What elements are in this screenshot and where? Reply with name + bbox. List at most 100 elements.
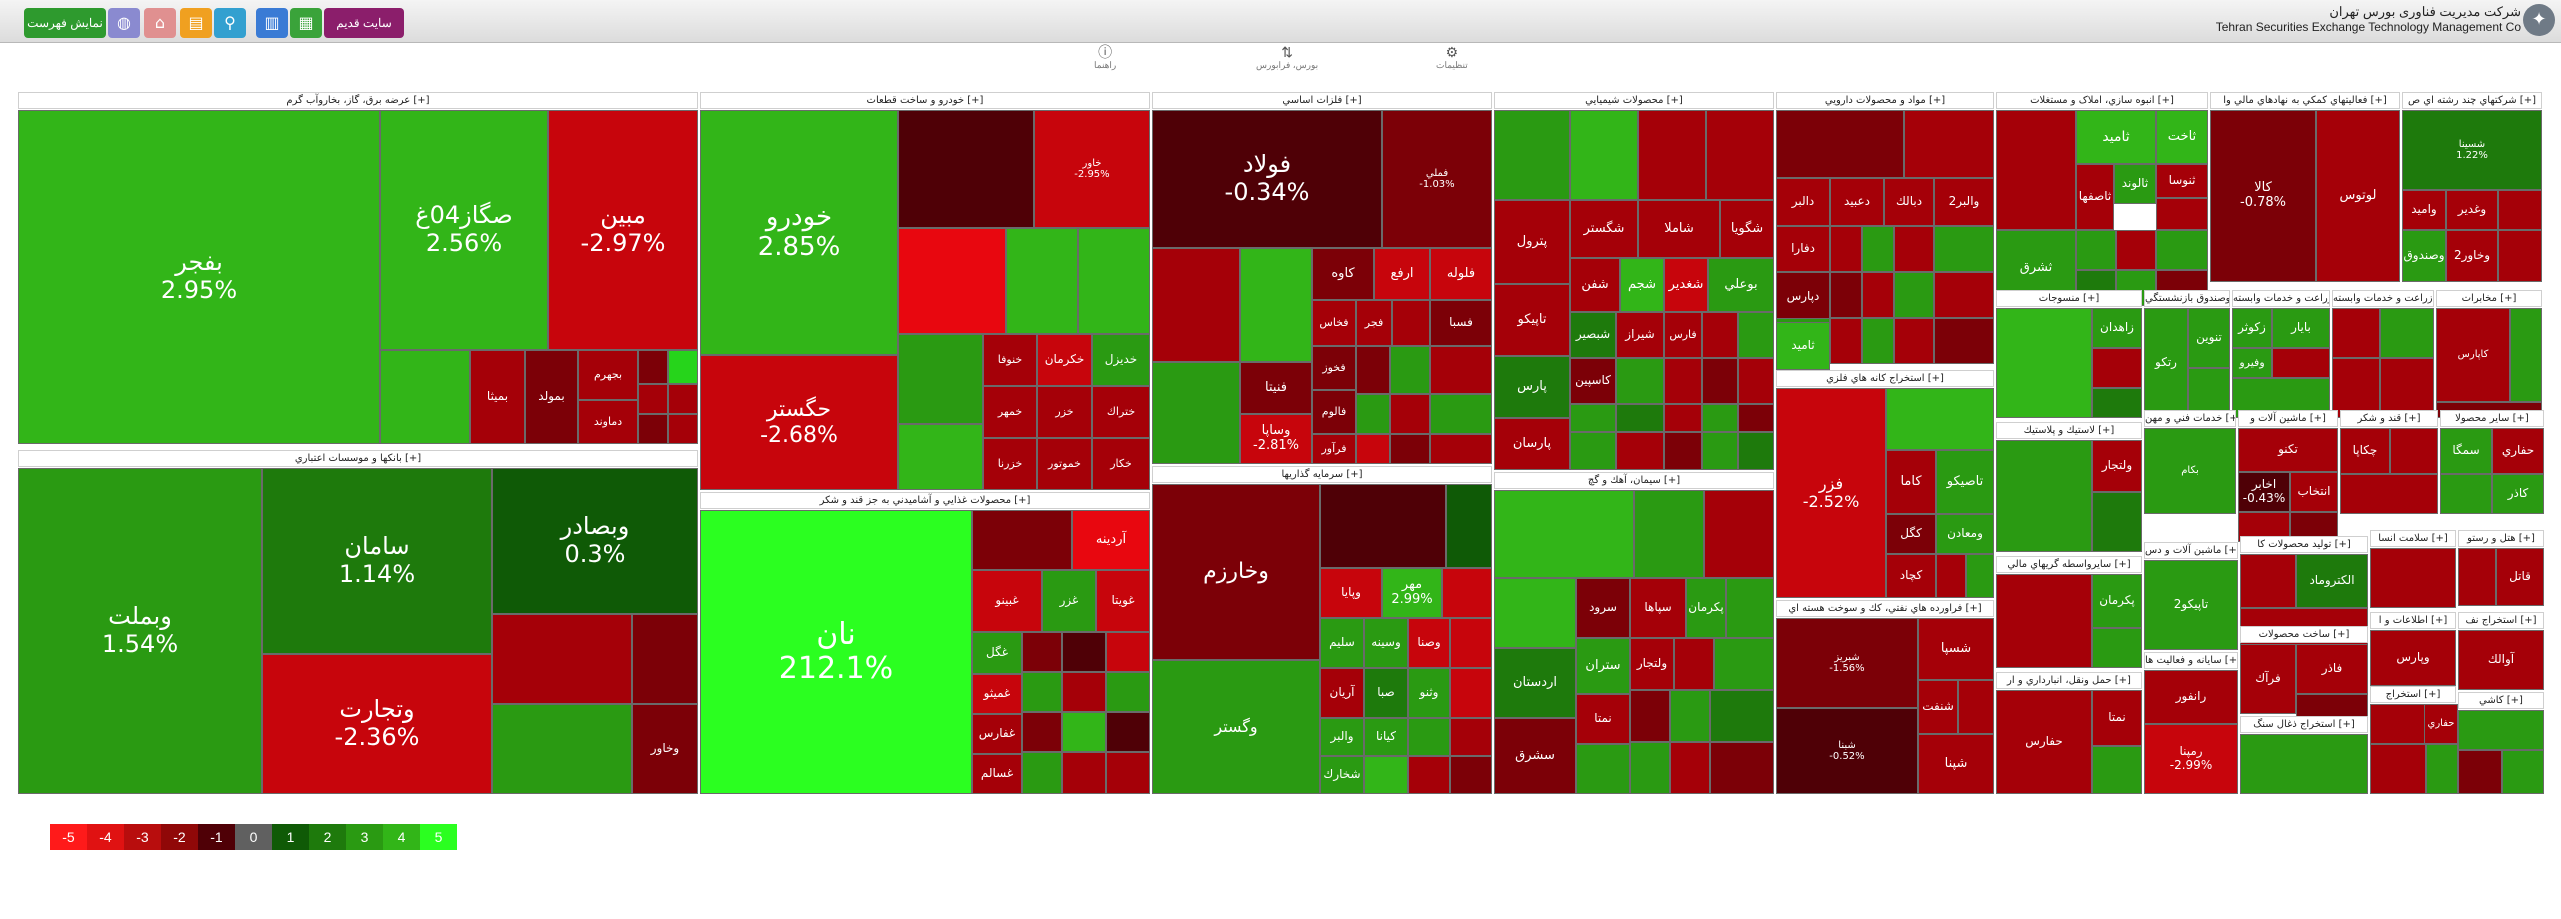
stock-tile[interactable]: وپارس — [2370, 630, 2456, 686]
small-stock-tile[interactable] — [1714, 638, 1774, 690]
small-stock-tile[interactable] — [492, 614, 632, 704]
stock-tile[interactable]: كاوه — [1312, 248, 1374, 300]
small-stock-tile[interactable] — [1638, 110, 1706, 200]
stock-tile[interactable]: والبر2 — [1934, 178, 1994, 226]
small-stock-tile[interactable] — [1862, 226, 1894, 272]
small-stock-tile[interactable] — [2340, 474, 2438, 514]
small-stock-tile[interactable] — [1934, 318, 1994, 364]
stock-tile[interactable]: غفارس — [972, 714, 1022, 754]
small-stock-tile[interactable] — [2332, 308, 2380, 358]
small-stock-tile[interactable] — [1062, 632, 1106, 672]
sector-header[interactable]: بيمه وصندوق بازنشستگي [+] — [2144, 290, 2230, 307]
small-stock-tile[interactable] — [1862, 318, 1894, 364]
small-stock-tile[interactable] — [898, 110, 1034, 228]
sector-header[interactable]: زراعت و خدمات وابسته [+] — [2232, 290, 2330, 307]
small-stock-tile[interactable] — [1152, 248, 1240, 362]
small-stock-tile[interactable] — [1664, 358, 1702, 404]
stock-tile[interactable]: خكرمان — [1037, 334, 1092, 386]
stock-tile[interactable]: كاسپين — [1570, 358, 1616, 404]
small-stock-tile[interactable] — [1356, 394, 1390, 434]
stock-tile[interactable]: زكوثر — [2232, 308, 2272, 348]
small-stock-tile[interactable] — [2390, 428, 2438, 474]
small-stock-tile[interactable] — [2076, 230, 2116, 270]
stock-tile[interactable]: حفاري — [2492, 428, 2544, 474]
stock-tile[interactable]: وسينه — [1364, 618, 1408, 668]
stock-tile[interactable]: خنوفا — [983, 334, 1037, 386]
stock-tile[interactable]: شگستر — [1570, 200, 1638, 258]
small-stock-tile[interactable] — [2156, 230, 2208, 270]
sector-header[interactable]: ساير محصولا [+] — [2440, 410, 2544, 427]
sector-header[interactable]: عرضه برق، گاز، بخاروآب گرم [+] — [18, 92, 698, 109]
small-stock-tile[interactable] — [1106, 632, 1150, 672]
stock-tile[interactable]: وتجارت -2.36% — [262, 654, 492, 794]
stock-tile[interactable]: سرود — [1576, 578, 1630, 638]
stock-tile[interactable]: غويتا — [1096, 570, 1150, 632]
small-stock-tile[interactable] — [2498, 230, 2542, 282]
stock-tile[interactable]: خودرو 2.85% — [700, 110, 898, 355]
old-site-button[interactable]: سایت قدیم — [324, 8, 404, 38]
small-stock-tile[interactable] — [1062, 672, 1106, 712]
stock-tile[interactable]: پكرمان — [1686, 578, 1726, 638]
stock-tile[interactable]: مهر 2.99% — [1382, 568, 1442, 618]
small-stock-tile[interactable] — [2156, 198, 2208, 230]
stock-tile[interactable]: چكاپا — [2340, 428, 2390, 474]
stock-tile[interactable]: تاپيكو — [1494, 284, 1570, 356]
stock-tile[interactable]: شجم — [1620, 258, 1664, 312]
sector-header[interactable]: لاستيك و پلاستيك [+] — [1996, 422, 2142, 439]
small-stock-tile[interactable] — [2188, 368, 2230, 418]
small-stock-tile[interactable] — [380, 350, 470, 444]
stock-tile[interactable]: بجهرم — [578, 350, 638, 400]
small-stock-tile[interactable] — [2092, 348, 2142, 388]
small-stock-tile[interactable] — [2370, 548, 2456, 608]
stock-tile[interactable]: وبصادر 0.3% — [492, 468, 698, 614]
small-stock-tile[interactable] — [1408, 718, 1450, 756]
sector-header[interactable]: حمل ونقل، انبارداري و ار [+] — [1996, 672, 2142, 689]
small-stock-tile[interactable] — [1710, 742, 1774, 794]
stock-tile[interactable]: فولاد -0.34% — [1152, 110, 1382, 248]
sector-header[interactable]: ماشين آلات و دس [+] — [2144, 542, 2238, 559]
small-stock-tile[interactable] — [2092, 746, 2142, 794]
sector-header[interactable]: خدمات فني و مهن [+] — [2144, 410, 2236, 427]
small-stock-tile[interactable] — [2510, 308, 2542, 402]
small-stock-tile[interactable] — [2240, 554, 2296, 608]
small-stock-tile[interactable] — [1152, 362, 1240, 464]
sector-header[interactable]: استخراج نف [+] — [2458, 612, 2544, 629]
sector-header[interactable]: سايانه و فعاليت ها [+] — [2144, 652, 2238, 669]
stock-tile[interactable]: ثنوسا — [2156, 164, 2208, 198]
stock-tile[interactable]: ثامید — [2076, 110, 2156, 164]
small-stock-tile[interactable] — [2092, 628, 2142, 668]
stock-tile[interactable]: غميثو — [972, 674, 1022, 714]
small-stock-tile[interactable] — [898, 334, 983, 424]
stock-tile[interactable]: ثاخت — [2156, 110, 2208, 164]
stock-tile[interactable]: شگويا — [1720, 200, 1774, 258]
stock-tile[interactable]: خزر — [1037, 386, 1092, 438]
small-stock-tile[interactable] — [1710, 690, 1774, 742]
small-stock-tile[interactable] — [1966, 554, 1994, 598]
sector-header[interactable]: توليد محصولات كا [+] — [2240, 536, 2368, 553]
small-stock-tile[interactable] — [2458, 710, 2544, 750]
small-stock-tile[interactable] — [1630, 742, 1670, 794]
stock-tile[interactable]: رانفور — [2144, 670, 2238, 724]
sector-header[interactable]: قند و شکر [+] — [2340, 410, 2438, 427]
small-stock-tile[interactable] — [2426, 744, 2458, 794]
stock-tile[interactable]: غبينو — [972, 570, 1042, 632]
stock-tile[interactable]: بميثا — [470, 350, 525, 444]
stock-tile[interactable]: نمتا — [2092, 690, 2142, 746]
stock-tile[interactable]: دعبيد — [1830, 178, 1884, 226]
small-stock-tile[interactable] — [2458, 548, 2496, 606]
small-stock-tile[interactable] — [972, 510, 1072, 570]
stock-tile[interactable]: بكام — [2144, 428, 2236, 514]
stock-tile[interactable]: وغدير — [2446, 190, 2498, 230]
stock-tile[interactable]: پارسان — [1494, 418, 1570, 470]
small-stock-tile[interactable] — [1106, 712, 1150, 752]
stock-tile[interactable]: بوعلي — [1708, 258, 1774, 312]
small-stock-tile[interactable] — [2440, 474, 2492, 514]
stock-tile[interactable]: نان 212.1% — [700, 510, 972, 794]
small-stock-tile[interactable] — [668, 384, 698, 414]
stock-tile[interactable]: زاهدان — [2092, 308, 2142, 348]
small-stock-tile[interactable] — [1894, 318, 1934, 364]
stock-tile[interactable]: غزر — [1042, 570, 1096, 632]
sector-header[interactable]: انبوه سازي، املاک و مستغلات [+] — [1996, 92, 2208, 109]
small-stock-tile[interactable] — [1616, 432, 1664, 470]
